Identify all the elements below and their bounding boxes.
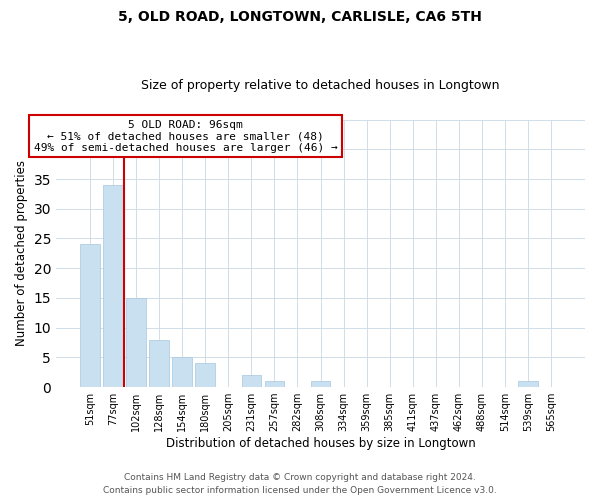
- Bar: [518, 381, 538, 387]
- Text: 5 OLD ROAD: 96sqm
← 51% of detached houses are smaller (48)
49% of semi-detached: 5 OLD ROAD: 96sqm ← 51% of detached hous…: [34, 120, 338, 153]
- Title: Size of property relative to detached houses in Longtown: Size of property relative to detached ho…: [141, 79, 500, 92]
- Bar: [265, 381, 284, 387]
- Bar: [311, 381, 331, 387]
- Bar: [172, 358, 192, 387]
- Bar: [126, 298, 146, 387]
- Bar: [242, 375, 261, 387]
- Y-axis label: Number of detached properties: Number of detached properties: [15, 160, 28, 346]
- Bar: [196, 364, 215, 387]
- Bar: [80, 244, 100, 387]
- Bar: [149, 340, 169, 387]
- X-axis label: Distribution of detached houses by size in Longtown: Distribution of detached houses by size …: [166, 437, 475, 450]
- Text: 5, OLD ROAD, LONGTOWN, CARLISLE, CA6 5TH: 5, OLD ROAD, LONGTOWN, CARLISLE, CA6 5TH: [118, 10, 482, 24]
- Bar: [103, 185, 123, 387]
- Text: Contains HM Land Registry data © Crown copyright and database right 2024.
Contai: Contains HM Land Registry data © Crown c…: [103, 474, 497, 495]
